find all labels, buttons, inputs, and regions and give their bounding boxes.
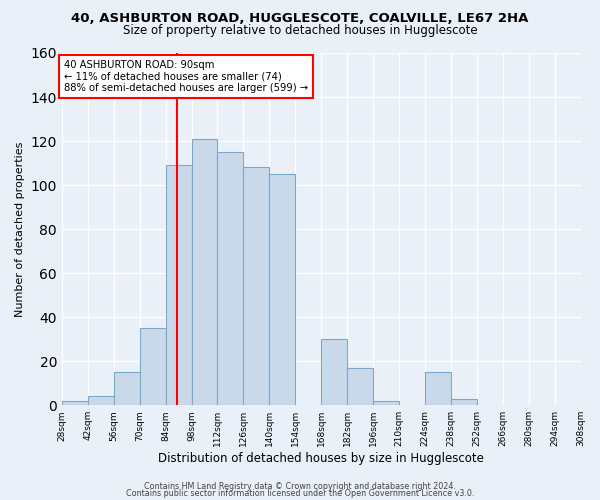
Bar	[347, 368, 373, 405]
Text: Size of property relative to detached houses in Hugglescote: Size of property relative to detached ho…	[122, 24, 478, 37]
Bar	[217, 152, 244, 405]
Y-axis label: Number of detached properties: Number of detached properties	[15, 142, 25, 317]
Bar	[321, 339, 347, 405]
Bar	[88, 396, 114, 405]
Text: 40 ASHBURTON ROAD: 90sqm
← 11% of detached houses are smaller (74)
88% of semi-d: 40 ASHBURTON ROAD: 90sqm ← 11% of detach…	[64, 60, 308, 93]
Bar	[114, 372, 140, 405]
Bar	[244, 168, 269, 405]
Text: Contains public sector information licensed under the Open Government Licence v3: Contains public sector information licen…	[126, 489, 474, 498]
Bar	[166, 166, 191, 405]
Bar	[140, 328, 166, 405]
X-axis label: Distribution of detached houses by size in Hugglescote: Distribution of detached houses by size …	[158, 452, 484, 465]
Bar	[373, 401, 399, 405]
Bar	[425, 372, 451, 405]
Bar	[451, 398, 477, 405]
Bar	[191, 139, 217, 405]
Bar	[269, 174, 295, 405]
Bar	[62, 401, 88, 405]
Text: 40, ASHBURTON ROAD, HUGGLESCOTE, COALVILLE, LE67 2HA: 40, ASHBURTON ROAD, HUGGLESCOTE, COALVIL…	[71, 12, 529, 26]
Text: Contains HM Land Registry data © Crown copyright and database right 2024.: Contains HM Land Registry data © Crown c…	[144, 482, 456, 491]
